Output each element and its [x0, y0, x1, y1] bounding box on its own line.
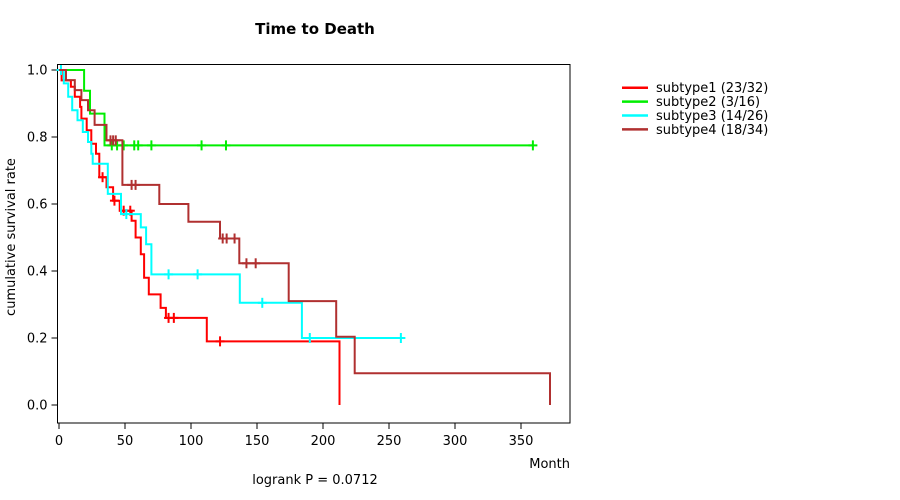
y-tick-label: 1.0 [27, 64, 48, 79]
legend: subtype1 (23/32)subtype2 (3/16)subtype3 … [622, 81, 768, 138]
chart-title: Time to Death [255, 20, 375, 38]
x-tick-label: 100 [179, 434, 204, 449]
series-curve-1 [59, 69, 341, 405]
logrank-annotation: logrank P = 0.0712 [252, 473, 378, 488]
plot-box [57, 64, 571, 424]
x-tick-label: 50 [117, 434, 134, 449]
y-tick-label: 0.2 [27, 332, 48, 347]
x-tick-label: 0 [55, 434, 63, 449]
y-tick-label: 0.8 [27, 131, 48, 146]
x-tick-label: 250 [377, 434, 402, 449]
legend-label: subtype2 (3/16) [656, 95, 760, 110]
legend-label: subtype3 (14/26) [656, 109, 768, 124]
series-curve-3 [59, 69, 405, 339]
y-tick-label: 0.4 [27, 265, 48, 280]
x-axis-label: Month [529, 457, 570, 472]
plot-area: 0 50 100 150 200 250 300 350 0.0 0.2 0.4 0.6 0.8 1.0 [27, 64, 571, 449]
series-curve-2 [59, 69, 533, 147]
x-tick-label: 300 [443, 434, 468, 449]
series-curve-4 [59, 69, 551, 405]
y-tick-label: 0.0 [27, 399, 48, 414]
legend-label: subtype1 (23/32) [656, 81, 768, 96]
legend-label: subtype4 (18/34) [656, 123, 768, 138]
y-tick-label: 0.6 [27, 198, 48, 213]
x-tick-label: 150 [245, 434, 270, 449]
y-axis-label: cumulative survival rate [4, 158, 19, 316]
x-tick-label: 200 [311, 434, 336, 449]
x-tick-label: 350 [509, 434, 534, 449]
